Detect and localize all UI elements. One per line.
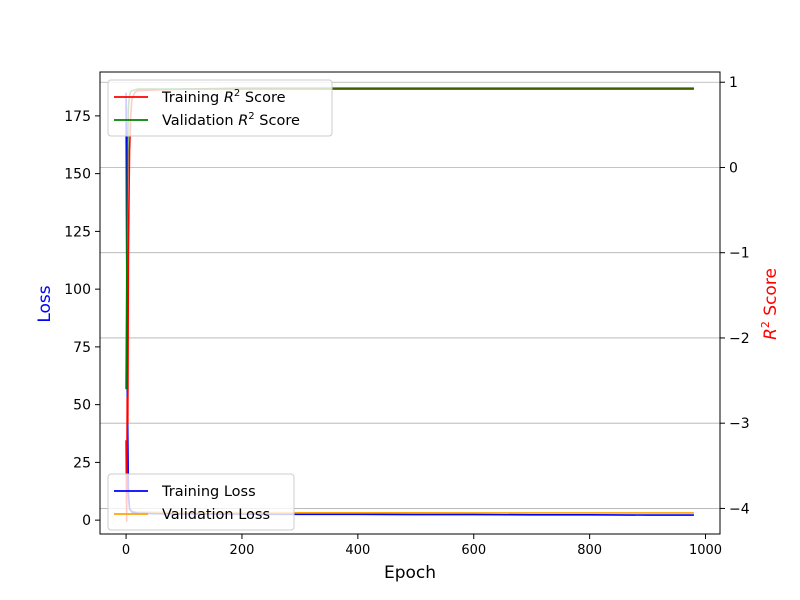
x-tick-label: 600 [461, 543, 486, 558]
y-right-tick-label: 1 [729, 75, 738, 91]
x-tick-label: 800 [577, 543, 602, 558]
x-tick-label: 200 [230, 543, 255, 558]
y-axis-label-right: R2 Score [759, 268, 781, 340]
x-tick-label: 0 [122, 543, 130, 558]
legend-frame [107, 79, 333, 137]
plot-frame [99, 71, 721, 535]
series-training-loss [125, 92, 694, 516]
y-left-tick-label: 25 [73, 455, 91, 471]
x-tick-label: 1000 [689, 543, 722, 558]
y-right-tick-label: 0 [729, 160, 738, 176]
y-axis-label-right-rest: Score [761, 268, 781, 321]
y-right-tick-label: −2 [729, 331, 750, 347]
legend-label: Validation Loss [162, 507, 270, 523]
x-axis-label: Epoch [384, 563, 436, 583]
legend: Training Loss Validation Loss [107, 473, 295, 531]
y-left-tick-label: 125 [64, 224, 91, 240]
series-layer [125, 87, 694, 523]
x-tick-label: 400 [345, 543, 370, 558]
grid [100, 81, 720, 509]
series-training-r-score [125, 87, 694, 523]
legend-label: Training R2 Score [161, 88, 286, 106]
series-validation-loss [125, 104, 694, 514]
y-left-tick-label: 75 [73, 340, 91, 356]
y-left-tick-label: 0 [82, 513, 91, 529]
y-left-tick-label: 100 [64, 282, 91, 298]
y-left-tick-label: 175 [64, 109, 91, 125]
y-axis-label-right-sup: 2 [759, 321, 772, 328]
legend-label: Training Loss [161, 484, 256, 500]
y-axis-label-right-base: R [761, 328, 781, 340]
legend-label: Validation R2 Score [162, 111, 300, 129]
y-right-tick-label: −1 [729, 246, 750, 262]
legend-frame [107, 473, 295, 531]
axis-labels: Epoch Loss R2 Score [35, 268, 781, 583]
y-right-tick-label: −4 [729, 501, 750, 517]
legend: Training R2 Score Validation R2 Score [107, 79, 333, 137]
y-right-tick-label: −3 [729, 416, 750, 432]
y-axis-label-left: Loss [35, 285, 55, 322]
y-left-tick-label: 50 [73, 398, 91, 414]
y-left-tick-label: 150 [64, 167, 91, 183]
axes: 0 200 400 600 800 1000 0 25 50 75 100 125 150 175 −4 −3… [64, 75, 749, 558]
